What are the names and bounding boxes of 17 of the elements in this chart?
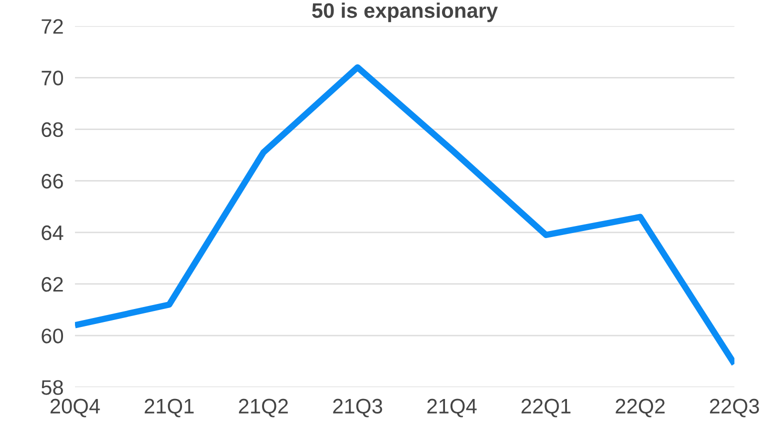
y-tick-label: 64	[42, 225, 64, 240]
x-tick-label: 21Q4	[427, 398, 477, 418]
x-tick-label: 22Q3	[710, 398, 759, 418]
x-tick-label: 22Q2	[616, 398, 665, 418]
x-tick-label: 21Q2	[238, 398, 288, 418]
y-tick-label: 66	[42, 174, 63, 189]
x-tick-label: 20Q4	[50, 398, 100, 418]
chart-title: 50 is expansionary	[312, 2, 498, 22]
x-tick-label: 21Q1	[144, 398, 194, 418]
y-tick-label: 68	[42, 122, 63, 138]
x-tick-label: 22Q1	[522, 398, 570, 418]
y-tick-label: 70	[42, 70, 64, 86]
y-tick-label: 58	[42, 380, 63, 395]
y-tick-label: 72	[42, 19, 63, 34]
y-tick-label: 60	[42, 328, 64, 344]
y-tick-label: 62	[42, 276, 63, 292]
x-tick-label: 21Q3	[333, 398, 382, 418]
